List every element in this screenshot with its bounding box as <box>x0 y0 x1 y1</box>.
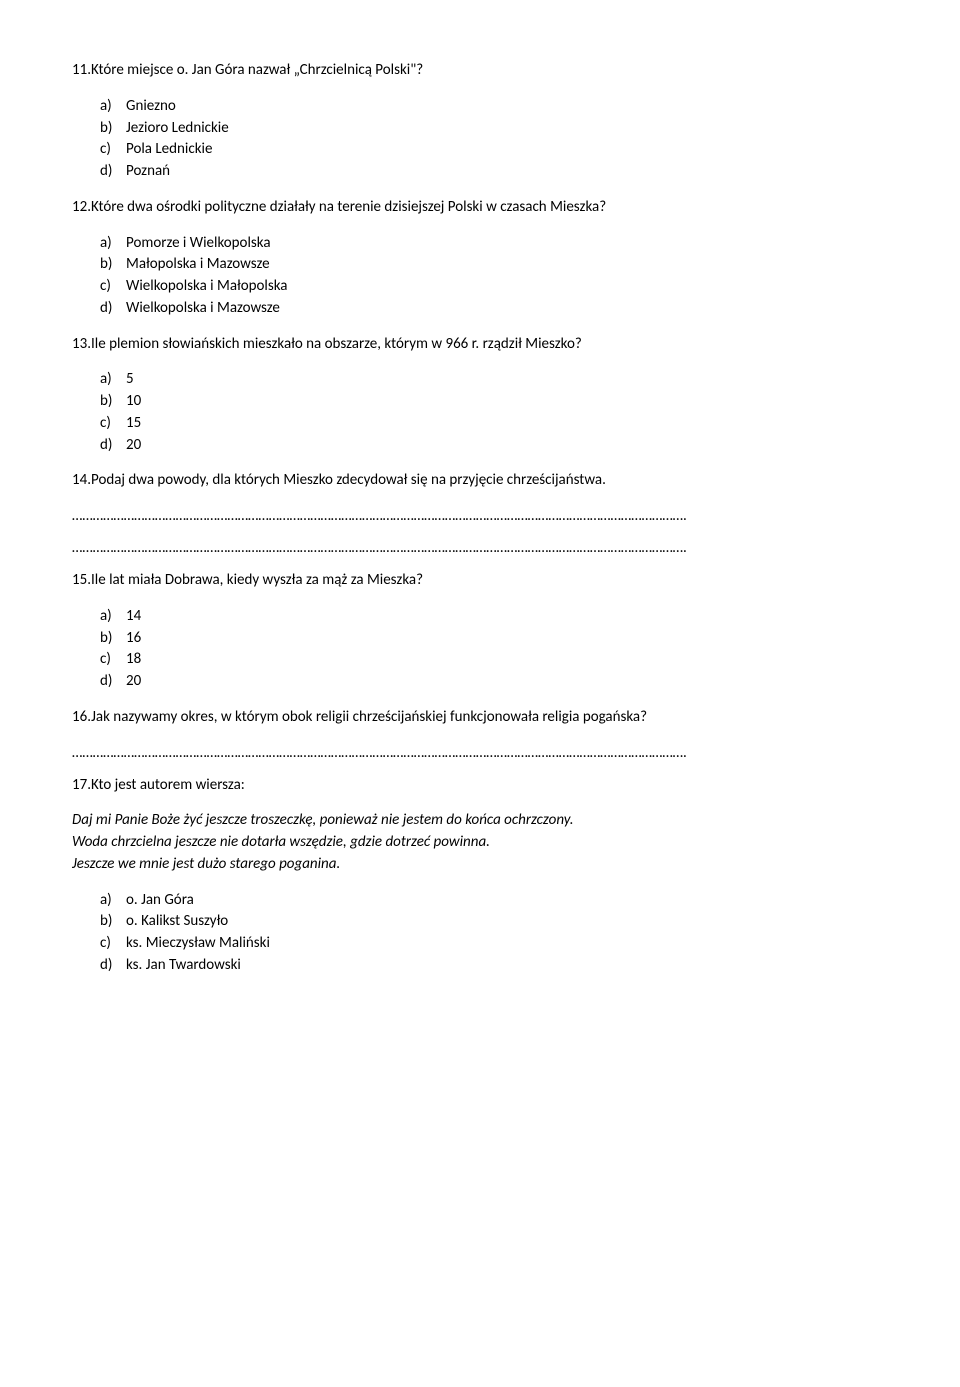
option-d: d)20 <box>100 671 888 693</box>
option-c: c)15 <box>100 413 888 435</box>
option-b: b)10 <box>100 391 888 413</box>
option-c: c)Wielkopolska i Małopolska <box>100 276 888 298</box>
option-value: 15 <box>126 413 888 435</box>
option-letter: b) <box>100 911 126 933</box>
poem-line-1: Daj mi Panie Boże żyć jeszcze troszeczkę… <box>72 810 888 832</box>
question-14-text: 14.Podaj dwa powody, dla których Mieszko… <box>72 470 888 492</box>
question-13: 13.Ile plemion słowiańskich mieszkało na… <box>72 334 888 457</box>
option-value: o. Kalikst Suszyło <box>126 911 888 933</box>
question-13-text: 13.Ile plemion słowiańskich mieszkało na… <box>72 334 888 356</box>
option-value: 18 <box>126 649 888 671</box>
option-letter: c) <box>100 276 126 298</box>
answer-line <box>72 506 888 524</box>
question-17-text: 17.Kto jest autorem wiersza: <box>72 775 888 797</box>
option-letter: d) <box>100 435 126 457</box>
option-value: ks. Jan Twardowski <box>126 955 888 977</box>
option-value: Pomorze i Wielkopolska <box>126 233 888 255</box>
option-letter: a) <box>100 369 126 391</box>
question-12-text: 12.Które dwa ośrodki polityczne działały… <box>72 197 888 219</box>
option-value: 5 <box>126 369 888 391</box>
answer-line <box>72 538 888 556</box>
option-c: c)Pola Lednickie <box>100 139 888 161</box>
option-value: Pola Lednickie <box>126 139 888 161</box>
option-a: a)Gniezno <box>100 96 888 118</box>
option-letter: b) <box>100 628 126 650</box>
option-value: Poznań <box>126 161 888 183</box>
answer-line <box>72 743 888 761</box>
option-letter: d) <box>100 298 126 320</box>
option-b: b)Małopolska i Mazowsze <box>100 254 888 276</box>
question-16: 16.Jak nazywamy okres, w którym obok rel… <box>72 707 888 729</box>
option-letter: d) <box>100 955 126 977</box>
option-b: b)Jezioro Lednickie <box>100 118 888 140</box>
question-15-options: a)14 b)16 c)18 d)20 <box>72 606 888 693</box>
question-15-text: 15.Ile lat miała Dobrawa, kiedy wyszła z… <box>72 570 888 592</box>
question-14: 14.Podaj dwa powody, dla których Mieszko… <box>72 470 888 492</box>
option-value: 16 <box>126 628 888 650</box>
question-11-text: 11.Które miejsce o. Jan Góra nazwał „Chr… <box>72 60 888 82</box>
option-value: ks. Mieczysław Maliński <box>126 933 888 955</box>
option-value: Wielkopolska i Mazowsze <box>126 298 888 320</box>
option-value: 20 <box>126 435 888 457</box>
option-d: d)Wielkopolska i Mazowsze <box>100 298 888 320</box>
option-value: o. Jan Góra <box>126 890 888 912</box>
option-value: Małopolska i Mazowsze <box>126 254 888 276</box>
poem-quote: Daj mi Panie Boże żyć jeszcze troszeczkę… <box>72 810 888 875</box>
option-letter: b) <box>100 254 126 276</box>
option-value: Wielkopolska i Małopolska <box>126 276 888 298</box>
option-letter: a) <box>100 233 126 255</box>
option-letter: a) <box>100 890 126 912</box>
question-16-text: 16.Jak nazywamy okres, w którym obok rel… <box>72 707 888 729</box>
question-11-options: a)Gniezno b)Jezioro Lednickie c)Pola Led… <box>72 96 888 183</box>
option-d: d)20 <box>100 435 888 457</box>
option-letter: d) <box>100 671 126 693</box>
question-12-options: a)Pomorze i Wielkopolska b)Małopolska i … <box>72 233 888 320</box>
question-15: 15.Ile lat miała Dobrawa, kiedy wyszła z… <box>72 570 888 693</box>
option-c: c)18 <box>100 649 888 671</box>
question-13-options: a)5 b)10 c)15 d)20 <box>72 369 888 456</box>
option-d: d)ks. Jan Twardowski <box>100 955 888 977</box>
question-11: 11.Które miejsce o. Jan Góra nazwał „Chr… <box>72 60 888 183</box>
option-letter: b) <box>100 391 126 413</box>
option-letter: c) <box>100 649 126 671</box>
poem-line-2: Woda chrzcielna jeszcze nie dotarła wszę… <box>72 832 888 854</box>
option-value: Gniezno <box>126 96 888 118</box>
option-letter: c) <box>100 139 126 161</box>
option-a: a)14 <box>100 606 888 628</box>
option-letter: b) <box>100 118 126 140</box>
option-letter: d) <box>100 161 126 183</box>
option-a: a)Pomorze i Wielkopolska <box>100 233 888 255</box>
option-b: b)16 <box>100 628 888 650</box>
option-value: Jezioro Lednickie <box>126 118 888 140</box>
option-value: 10 <box>126 391 888 413</box>
option-d: d)Poznań <box>100 161 888 183</box>
option-a: a)o. Jan Góra <box>100 890 888 912</box>
option-letter: c) <box>100 933 126 955</box>
question-12: 12.Które dwa ośrodki polityczne działały… <box>72 197 888 320</box>
option-a: a)5 <box>100 369 888 391</box>
option-value: 20 <box>126 671 888 693</box>
question-17: 17.Kto jest autorem wiersza: Daj mi Pani… <box>72 775 888 977</box>
option-c: c)ks. Mieczysław Maliński <box>100 933 888 955</box>
option-letter: c) <box>100 413 126 435</box>
question-17-options: a)o. Jan Góra b)o. Kalikst Suszyło c)ks.… <box>72 890 888 977</box>
poem-line-3: Jeszcze we mnie jest dużo starego pogani… <box>72 854 888 876</box>
option-b: b)o. Kalikst Suszyło <box>100 911 888 933</box>
option-letter: a) <box>100 96 126 118</box>
option-letter: a) <box>100 606 126 628</box>
option-value: 14 <box>126 606 888 628</box>
